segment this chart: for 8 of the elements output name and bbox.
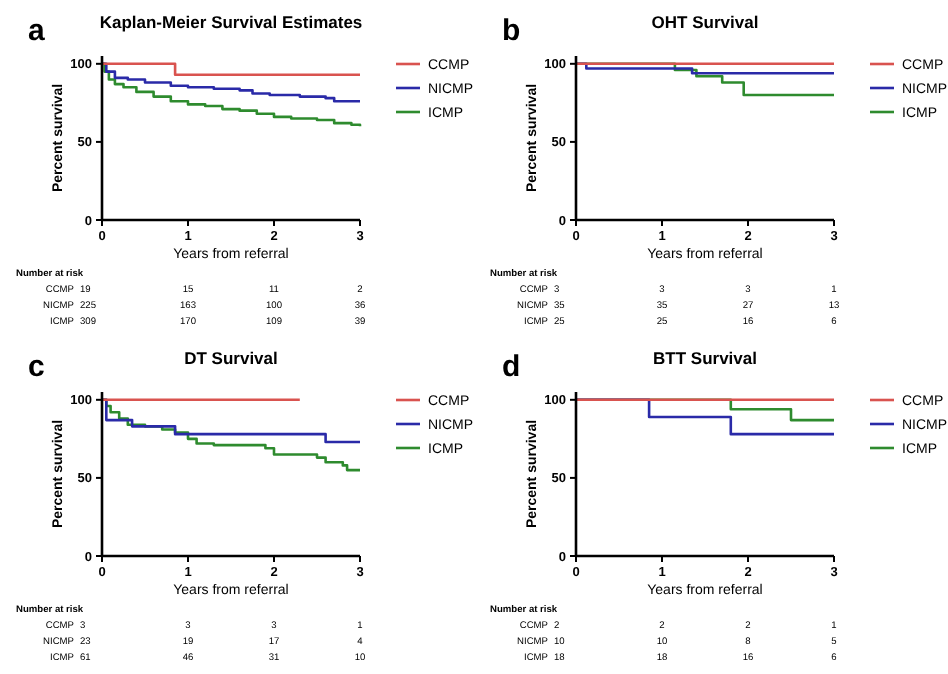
chart-title: DT Survival bbox=[184, 348, 278, 368]
chart-title: BTT Survival bbox=[653, 348, 757, 368]
text: b bbox=[502, 14, 521, 48]
chart-title: OHT Survival bbox=[651, 12, 759, 32]
text: c bbox=[28, 350, 45, 384]
text: a bbox=[28, 14, 46, 48]
text: d bbox=[502, 350, 521, 384]
chart-title: Kaplan-Meier Survival Estimates bbox=[99, 12, 363, 32]
